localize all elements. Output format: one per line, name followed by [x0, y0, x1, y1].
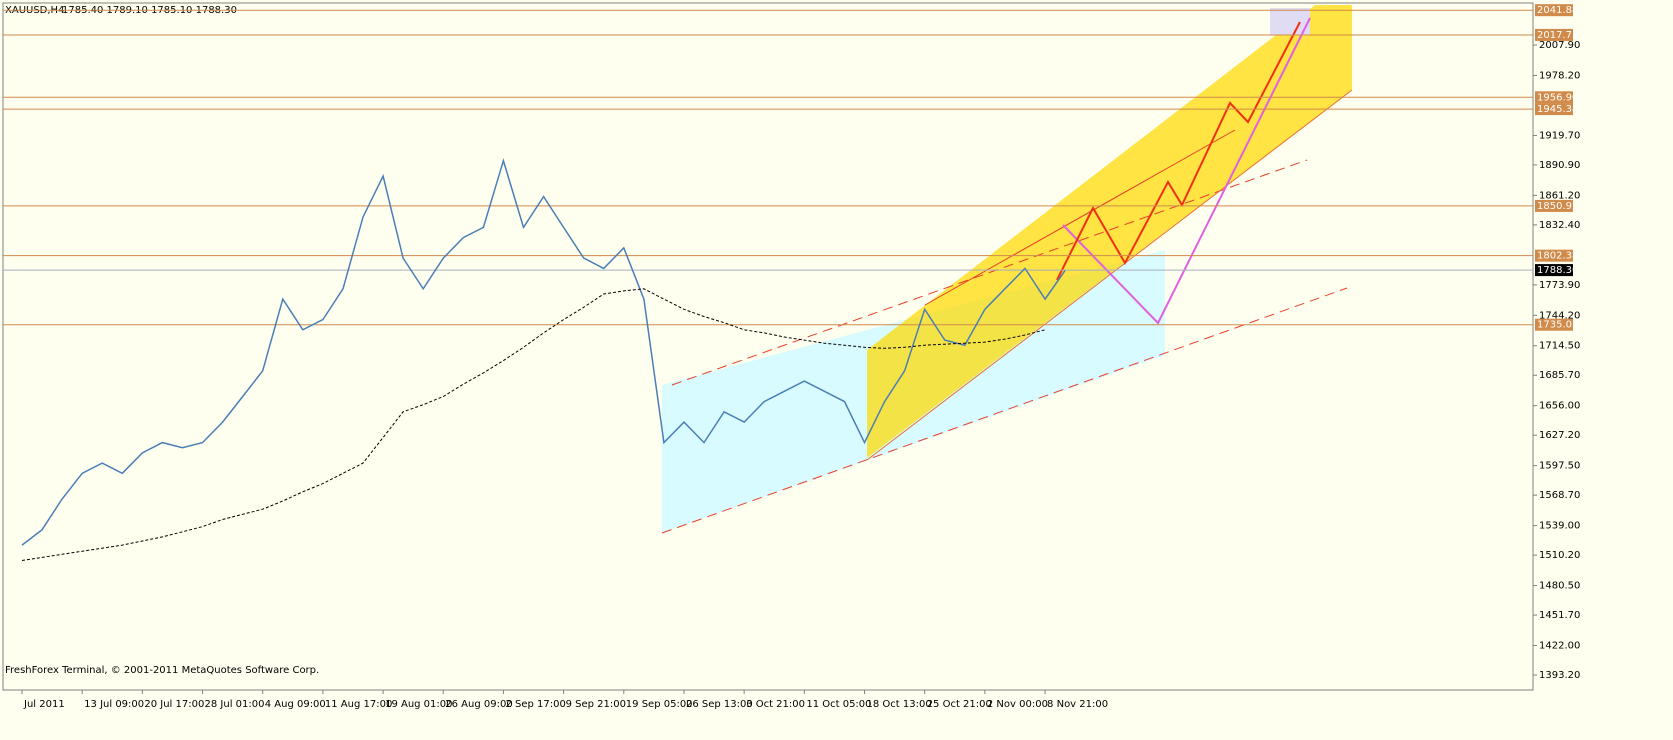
y-tick-label: 1597.50 — [1539, 461, 1580, 472]
x-tick-label: 26 Aug 09:00 — [445, 699, 512, 710]
x-tick-label: 2 Sep 17:00 — [505, 699, 565, 710]
x-tick-label: 18 Oct 13:00 — [867, 699, 932, 710]
y-tick-label: 1978.20 — [1539, 70, 1580, 81]
y-tick-label: 1773.90 — [1539, 280, 1580, 291]
level-tag — [1535, 91, 1573, 104]
y-tick-label: 1685.70 — [1539, 370, 1580, 381]
level-tag — [1535, 318, 1573, 331]
projection — [1056, 21, 1301, 281]
x-tick-label: 2 Nov 00:00 — [987, 699, 1048, 710]
level-label: 1802.38 — [1537, 251, 1578, 262]
y-tick-label: 1890.90 — [1539, 160, 1580, 171]
x-tick-label: 11 Aug 17:00 — [325, 699, 392, 710]
y-tick-label: 1480.50 — [1539, 581, 1580, 592]
x-tick-label: 19 Sep 05:00 — [626, 699, 693, 710]
current-price-tag — [1535, 264, 1573, 277]
x-tick-label: 9 Sep 21:00 — [566, 699, 626, 710]
channel-line — [924, 129, 1236, 306]
level-tag — [1535, 28, 1573, 41]
y-tick-label: 1568.70 — [1539, 490, 1580, 501]
level-label: 1956.90 — [1537, 92, 1578, 103]
x-tick-label: 28 Jul 01:00 — [205, 699, 265, 710]
trend-line — [671, 159, 1308, 386]
x-tick-label: 11 Oct 05:00 — [806, 699, 871, 710]
projection — [1062, 17, 1311, 325]
price-line — [21, 158, 1066, 546]
y-tick-label: 1510.20 — [1539, 550, 1580, 561]
level-tag — [1535, 199, 1573, 212]
y-tick-label: 1744.20 — [1539, 310, 1580, 321]
y-tick-label: 1393.20 — [1539, 670, 1580, 681]
y-tick-label: 1919.70 — [1539, 130, 1580, 141]
x-tick-label: 13 Jul 09:00 — [84, 699, 144, 710]
level-label: 1945.38 — [1537, 104, 1578, 115]
y-tick-label: 1422.00 — [1539, 641, 1580, 652]
channel-line — [866, 89, 1353, 461]
y-tick-label: 1714.50 — [1539, 341, 1580, 352]
level-label: 1735.02 — [1537, 320, 1578, 331]
y-tick-label: 1627.20 — [1539, 430, 1580, 441]
x-tick-label: 20 Jul 17:00 — [144, 699, 204, 710]
x-tick-label: 19 Aug 01:00 — [385, 699, 452, 710]
moving-average — [21, 288, 1046, 561]
x-tick-label: 26 Sep 13:00 — [686, 699, 753, 710]
yellow-channel — [867, 5, 1352, 458]
y-tick-label: 1832.40 — [1539, 220, 1580, 231]
level-tag — [1535, 249, 1573, 262]
level-label: 1850.92 — [1537, 201, 1578, 212]
footer: FreshForex Terminal, © 2001-2011 MetaQuo… — [5, 665, 319, 676]
level-label: 2017.73 — [1537, 30, 1578, 41]
y-tick-label: 1656.00 — [1539, 401, 1580, 412]
x-tick-label: 25 Oct 21:00 — [927, 699, 992, 710]
y-tick-label: 1861.20 — [1539, 190, 1580, 201]
current-price-label: 1788.30 — [1537, 265, 1578, 276]
x-tick-label: 8 Nov 21:00 — [1047, 699, 1108, 710]
x-tick-label: Jul 2011 — [23, 699, 65, 710]
y-tick-label: 1451.70 — [1539, 610, 1580, 621]
trend-line — [661, 287, 1348, 534]
level-tag — [1535, 103, 1573, 116]
y-tick-label: 1539.00 — [1539, 521, 1580, 532]
level-tag — [1535, 4, 1573, 17]
x-tick-label: 4 Aug 09:00 — [265, 699, 326, 710]
x-tick-label: 3 Oct 21:00 — [746, 699, 805, 710]
y-tick-label: 2007.90 — [1539, 40, 1580, 51]
level-label: 2041.88 — [1537, 5, 1578, 16]
plot-frame — [2, 2, 1534, 691]
